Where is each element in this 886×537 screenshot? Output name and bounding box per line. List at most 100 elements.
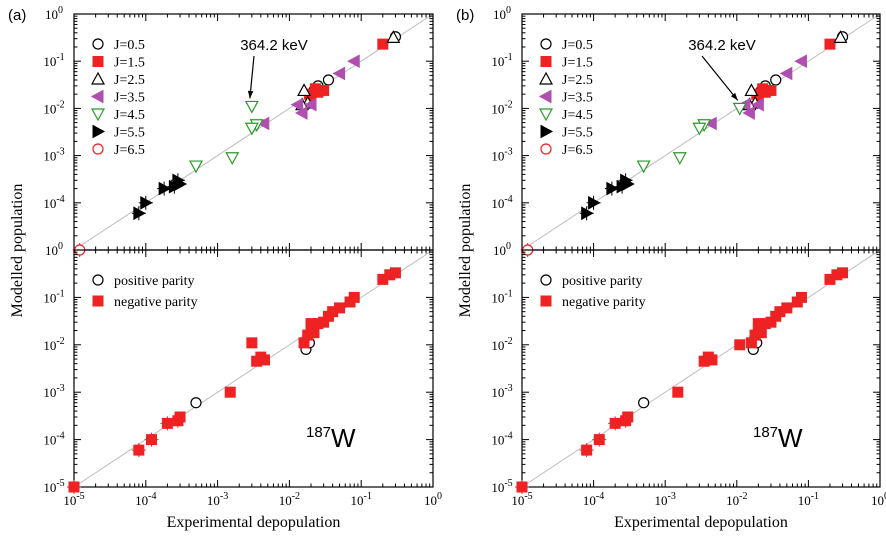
data-point [588,195,601,210]
data-point [68,481,80,493]
plot-frame [73,249,434,488]
x-tick-label: 10-5 [63,491,84,508]
annotation-text: 364.2 keV [688,37,756,54]
legend-label: negative parity [562,295,646,310]
panel-a: (a) Modelled population Experimental depop… [8,7,434,531]
plot-frame [521,249,881,488]
data-point [794,54,807,69]
panel-label: (a) [8,7,26,24]
data-point [246,337,258,349]
data-point [742,106,755,120]
data-point [297,83,312,97]
x-tick-label: 10-4 [583,491,604,508]
y-tick-label: 10-1 [43,288,64,305]
data-point [672,152,687,166]
subplot-bottom: positive parity negative parity 187W [515,249,881,494]
legend-marker [540,274,552,286]
y-tick-label: 10-5 [43,478,64,495]
data-point [704,116,717,131]
legend-marker [538,89,552,104]
arrowhead [247,90,254,99]
panel-label: (b) [456,7,474,24]
legend-marker [92,38,104,50]
data-point [308,327,320,339]
legend-label: J=5.5 [114,126,145,141]
data-point [244,100,259,114]
x-tick-label: 10-2 [726,491,747,508]
legend-marker [540,295,552,307]
subplot-top: J=0.5 J=1.5 J=2.5 J=3.5 J=4.5 J=5.5 J=6.5 364.2… [72,13,434,257]
x-tick-label: 10-3 [655,491,676,508]
x-tick-label: 10-5 [511,491,532,508]
y-tick-label: 10-1 [491,288,512,305]
legend-label: J=4.5 [114,108,145,123]
data-point [779,66,793,81]
data-point [377,273,389,285]
data-point [706,354,718,366]
legend-marker [90,71,106,85]
legend-label: J=5.5 [562,126,593,141]
x-tick-label: 100 [871,491,886,508]
data-point [609,417,621,429]
legend-marker [92,143,104,155]
data-point [824,38,836,50]
data-point [244,122,259,136]
x-tick-label: 10-4 [135,491,156,508]
y-axis-label: Modelled population [457,184,474,318]
data-point [188,160,203,174]
x-axis-label: Experimental depopulation [614,514,788,531]
data-point [347,54,360,69]
data-point [168,179,182,194]
y-tick-label: 10-4 [491,194,512,211]
panel-b: (b) Modelled population Experimental depop… [456,7,881,531]
legend-label: negative parity [114,295,198,310]
legend-label: J=2.5 [114,73,145,88]
data-point [791,296,803,308]
subplot-top: J=0.5 J=1.5 J=2.5 J=3.5 J=4.5 J=5.5 J=6.5 364.2… [520,13,881,257]
data-point [734,339,746,351]
legend-label: J=4.5 [562,108,593,123]
legend-marker [538,71,554,85]
data-point [616,179,630,194]
data-point [386,30,401,43]
legend-marker [540,56,552,67]
legend-marker [90,108,106,122]
x-tick-label: 10-1 [351,491,372,508]
legend-label: J=3.5 [114,91,145,106]
data-point [303,97,317,112]
y-tick-label: 10-4 [43,431,64,448]
legend-marker [92,56,104,67]
data-point [751,97,764,112]
y-tick-label: 100 [493,241,511,258]
data-point [606,181,619,196]
data-point [755,327,767,339]
legend-label: J=0.5 [114,38,145,53]
data-point [638,397,650,409]
legend-label: J=0.5 [562,38,593,53]
y-tick-label: 10-3 [43,147,64,164]
data-point [692,122,707,136]
data-point [145,434,157,446]
y-tick-label: 10-3 [491,383,512,400]
y-tick-label: 10-3 [43,383,64,400]
annotation-text: 364.2 keV [240,37,308,54]
data-point [824,273,836,285]
nucleus-label: 187W [306,423,356,453]
x-tick-label: 10-1 [798,491,819,508]
legend-marker [92,124,106,139]
data-point [744,83,759,97]
data-point [752,318,764,330]
legend-label: positive parity [562,274,643,289]
data-point [833,30,848,43]
y-tick-label: 10-4 [491,431,512,448]
data-point [672,386,684,398]
y-tick-label: 10-2 [43,336,64,353]
x-axis-label: Experimental depopulation [167,514,341,531]
data-point [259,354,271,366]
data-point [161,417,173,429]
y-tick-label: 10-4 [43,194,64,211]
y-tick-label: 100 [493,5,511,22]
y-tick-label: 10-2 [491,336,512,353]
legend-label: J=1.5 [114,56,145,71]
